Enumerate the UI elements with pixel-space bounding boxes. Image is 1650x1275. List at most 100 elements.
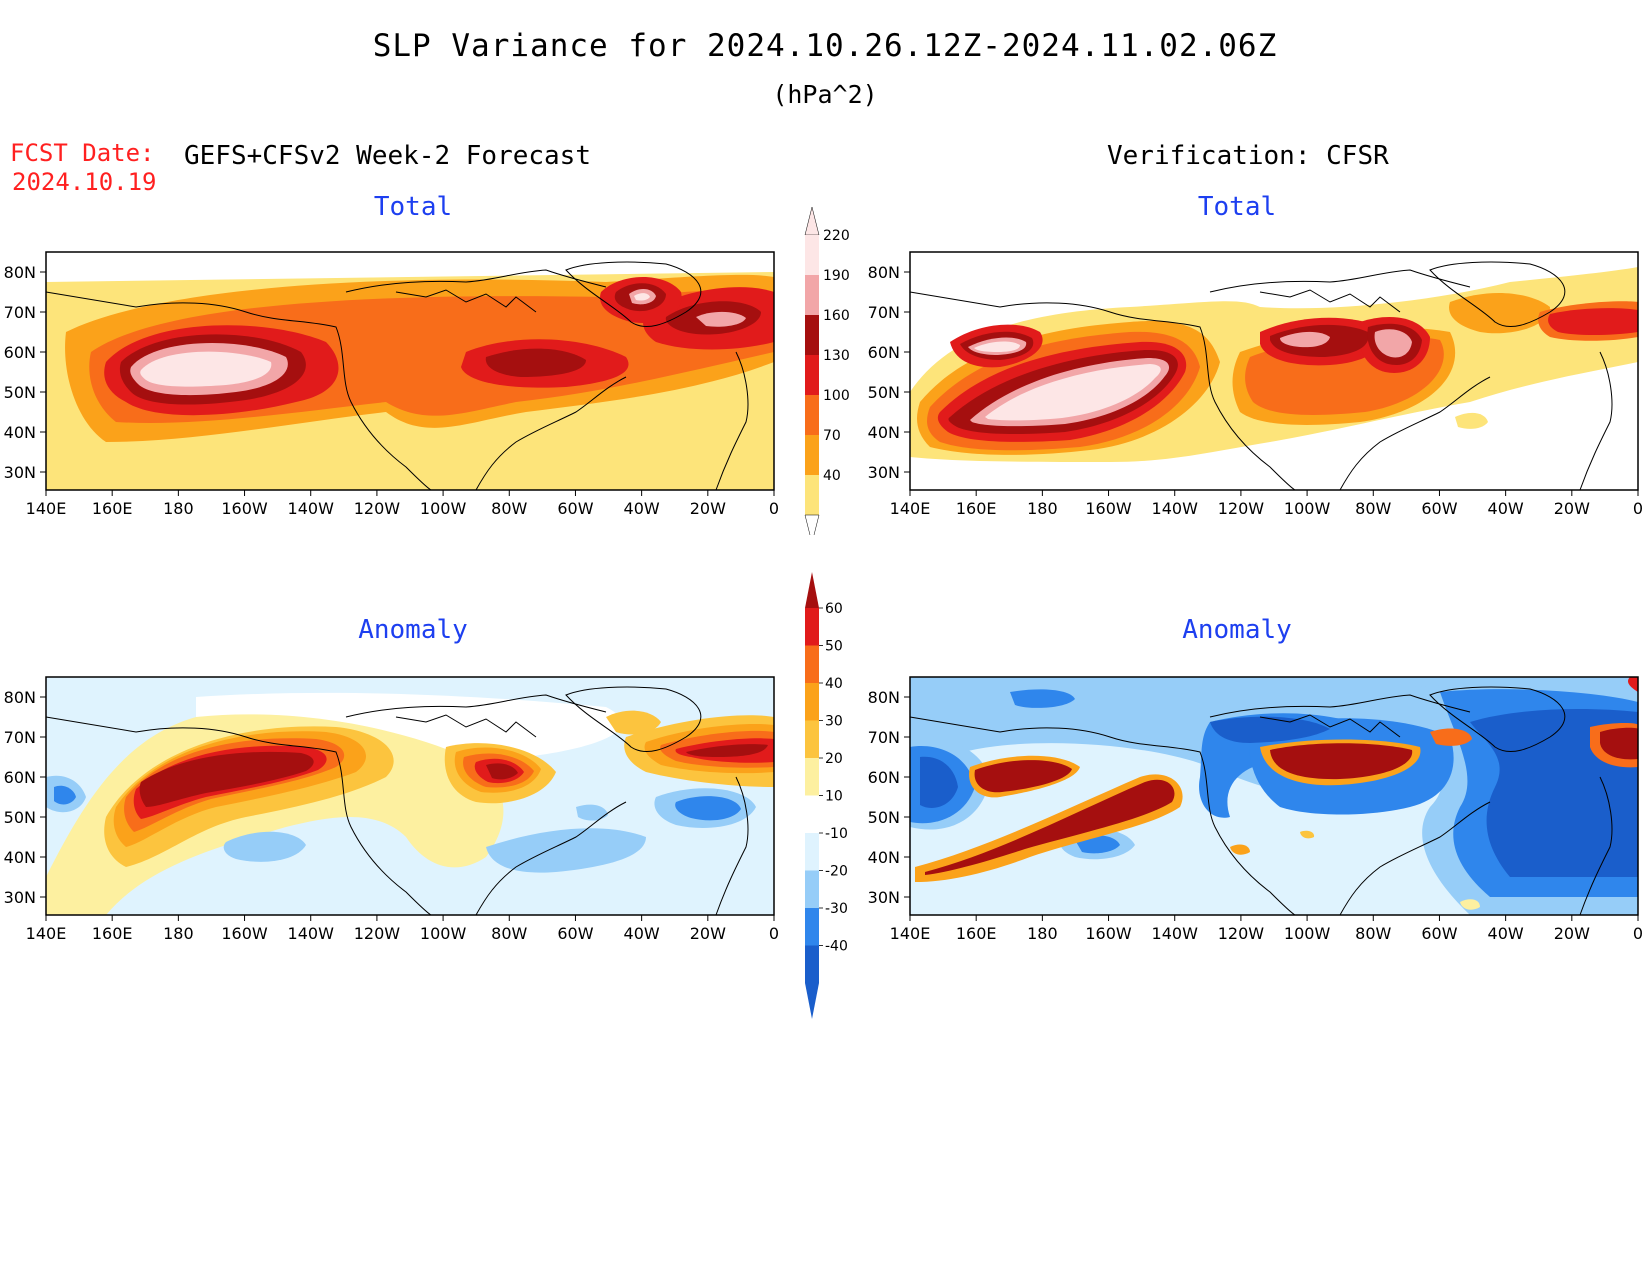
colorbar-label: 10 [825,789,843,805]
lon-label: 120W [1218,499,1265,518]
forecast-anomaly-map: 80N 70N 60N 50N 40N 30N 140E 160E 180 160W 140W 12… [4,676,779,943]
colorbar-label: 160 [823,308,850,324]
lon-label: 140E [890,924,931,943]
lon-label: 180 [163,499,194,518]
colorbar-swatch [805,945,819,983]
lon-label: 140E [26,924,67,943]
lon-label: 160W [221,924,268,943]
lon-label: 100W [420,499,467,518]
lat-label: 70N [4,303,36,322]
lat-label: 50N [4,808,36,827]
lon-label: 60W [557,924,593,943]
lon-label: 140W [1152,924,1199,943]
lon-label: 180 [163,924,194,943]
colorbar-swatch [805,475,819,515]
colorbar-label: 40 [825,676,843,692]
lon-label: 20W [1554,924,1590,943]
lon-label: 160E [956,924,997,943]
colorbar-swatch [804,206,820,236]
lon-label: 40W [1488,499,1524,518]
coastlines [909,686,1613,916]
lon-label: 60W [1421,499,1457,518]
colorbar-swatch [805,758,819,796]
lon-label: 180 [1027,924,1058,943]
colorbar-swatch [805,435,819,475]
lon-label: 40W [624,924,660,943]
colorbar-label: 40 [823,468,841,484]
colorbar-swatch [805,683,819,721]
variance-contours [910,267,1638,462]
colorbar-swatch [805,315,819,355]
lon-label: 60W [557,499,593,518]
lat-label: 50N [4,383,36,402]
colorbar-label: 50 [825,639,843,655]
colorbar-swatch [805,395,819,435]
lon-label: 160E [92,924,133,943]
colorbar-label: 220 [823,228,850,244]
anomaly-contours [46,677,774,915]
lon-label: 0 [769,499,779,518]
lon-label: 120W [354,499,401,518]
lon-label: 20W [690,499,726,518]
colorbar-swatch [805,608,819,646]
verification-anomaly-title: Anomaly [1182,615,1292,645]
forecast-subtitle: GEFS+CFSv2 Week-2 Forecast [184,141,591,171]
colorbar-swatch [805,645,819,683]
lon-label: 40W [1488,924,1524,943]
main-title: SLP Variance for 2024.10.26.12Z-2024.11.… [372,28,1278,64]
colorbar-label: 30 [825,714,843,730]
lon-label: 140W [1152,499,1199,518]
lon-label: 80W [1355,924,1391,943]
lat-axis: 80N 70N 60N 50N 40N 30N [4,688,46,907]
colorbar-swatch [805,833,819,871]
colorbar-swatch [805,983,819,1019]
lat-label: 40N [868,848,900,867]
lon-label: 140E [890,499,931,518]
lon-label: 100W [1284,924,1331,943]
lat-label: 80N [868,688,900,707]
forecast-total-map: 80N 70N 60N 50N 40N 30N 140E 160E 180 160W 140W 12… [4,251,779,518]
colorbar-label: -40 [825,939,848,955]
variance-contours [46,272,775,490]
total-colorbar: 220 190 160 130 100 70 40 [804,206,850,535]
lon-label: 160E [956,499,997,518]
lon-axis: 140E 160E 180 160W 140W 120W 100W 80W 60W 40W 20W 0 [890,915,1643,943]
lon-axis: 140E 160E 180 160W 140W 120W 100W 80W 60W 40W 20W 0 [890,490,1643,518]
lon-label: 120W [1218,924,1265,943]
lon-label: 140W [288,924,335,943]
fcst-date-value: 2024.10.19 [12,168,157,196]
verification-total-map: 80N 70N 60N 50N 40N 30N 140E 160E 180 160W 140W 12… [868,251,1643,518]
lat-label: 40N [4,423,36,442]
verification-subtitle: Verification: CFSR [1107,141,1389,171]
total-colorbar-labels: 220 190 160 130 100 70 40 [823,228,850,484]
fcst-date-label: FCST Date: [10,139,155,167]
lon-label: 0 [1633,499,1643,518]
forecast-anomaly-title: Anomaly [358,615,468,645]
forecast-total-title: Total [373,192,453,222]
lat-label: 80N [868,263,900,282]
lat-label: 60N [868,768,900,787]
lon-label: 20W [1554,499,1590,518]
lat-label: 60N [4,343,36,362]
lon-label: 160W [221,499,268,518]
colorbar-label: 130 [823,348,850,364]
colorbar-label: 100 [823,388,850,404]
lat-label: 30N [4,463,36,482]
colorbar-swatch [805,870,819,908]
lat-label: 70N [4,728,36,747]
lat-label: 70N [868,303,900,322]
colorbar-swatch [805,572,819,608]
anomaly-colorbar-swatches [805,572,819,1019]
colorbar-label: 190 [823,268,850,284]
lat-label: 40N [868,423,900,442]
lat-label: 30N [868,463,900,482]
lat-axis: 80N 70N 60N 50N 40N 30N [868,263,910,482]
lat-label: 80N [4,263,36,282]
lon-label: 100W [420,924,467,943]
lat-label: 60N [4,768,36,787]
coastlines [45,686,749,916]
lon-label: 0 [769,924,779,943]
lat-label: 60N [868,343,900,362]
coastlines [45,261,749,491]
lon-label: 20W [690,924,726,943]
